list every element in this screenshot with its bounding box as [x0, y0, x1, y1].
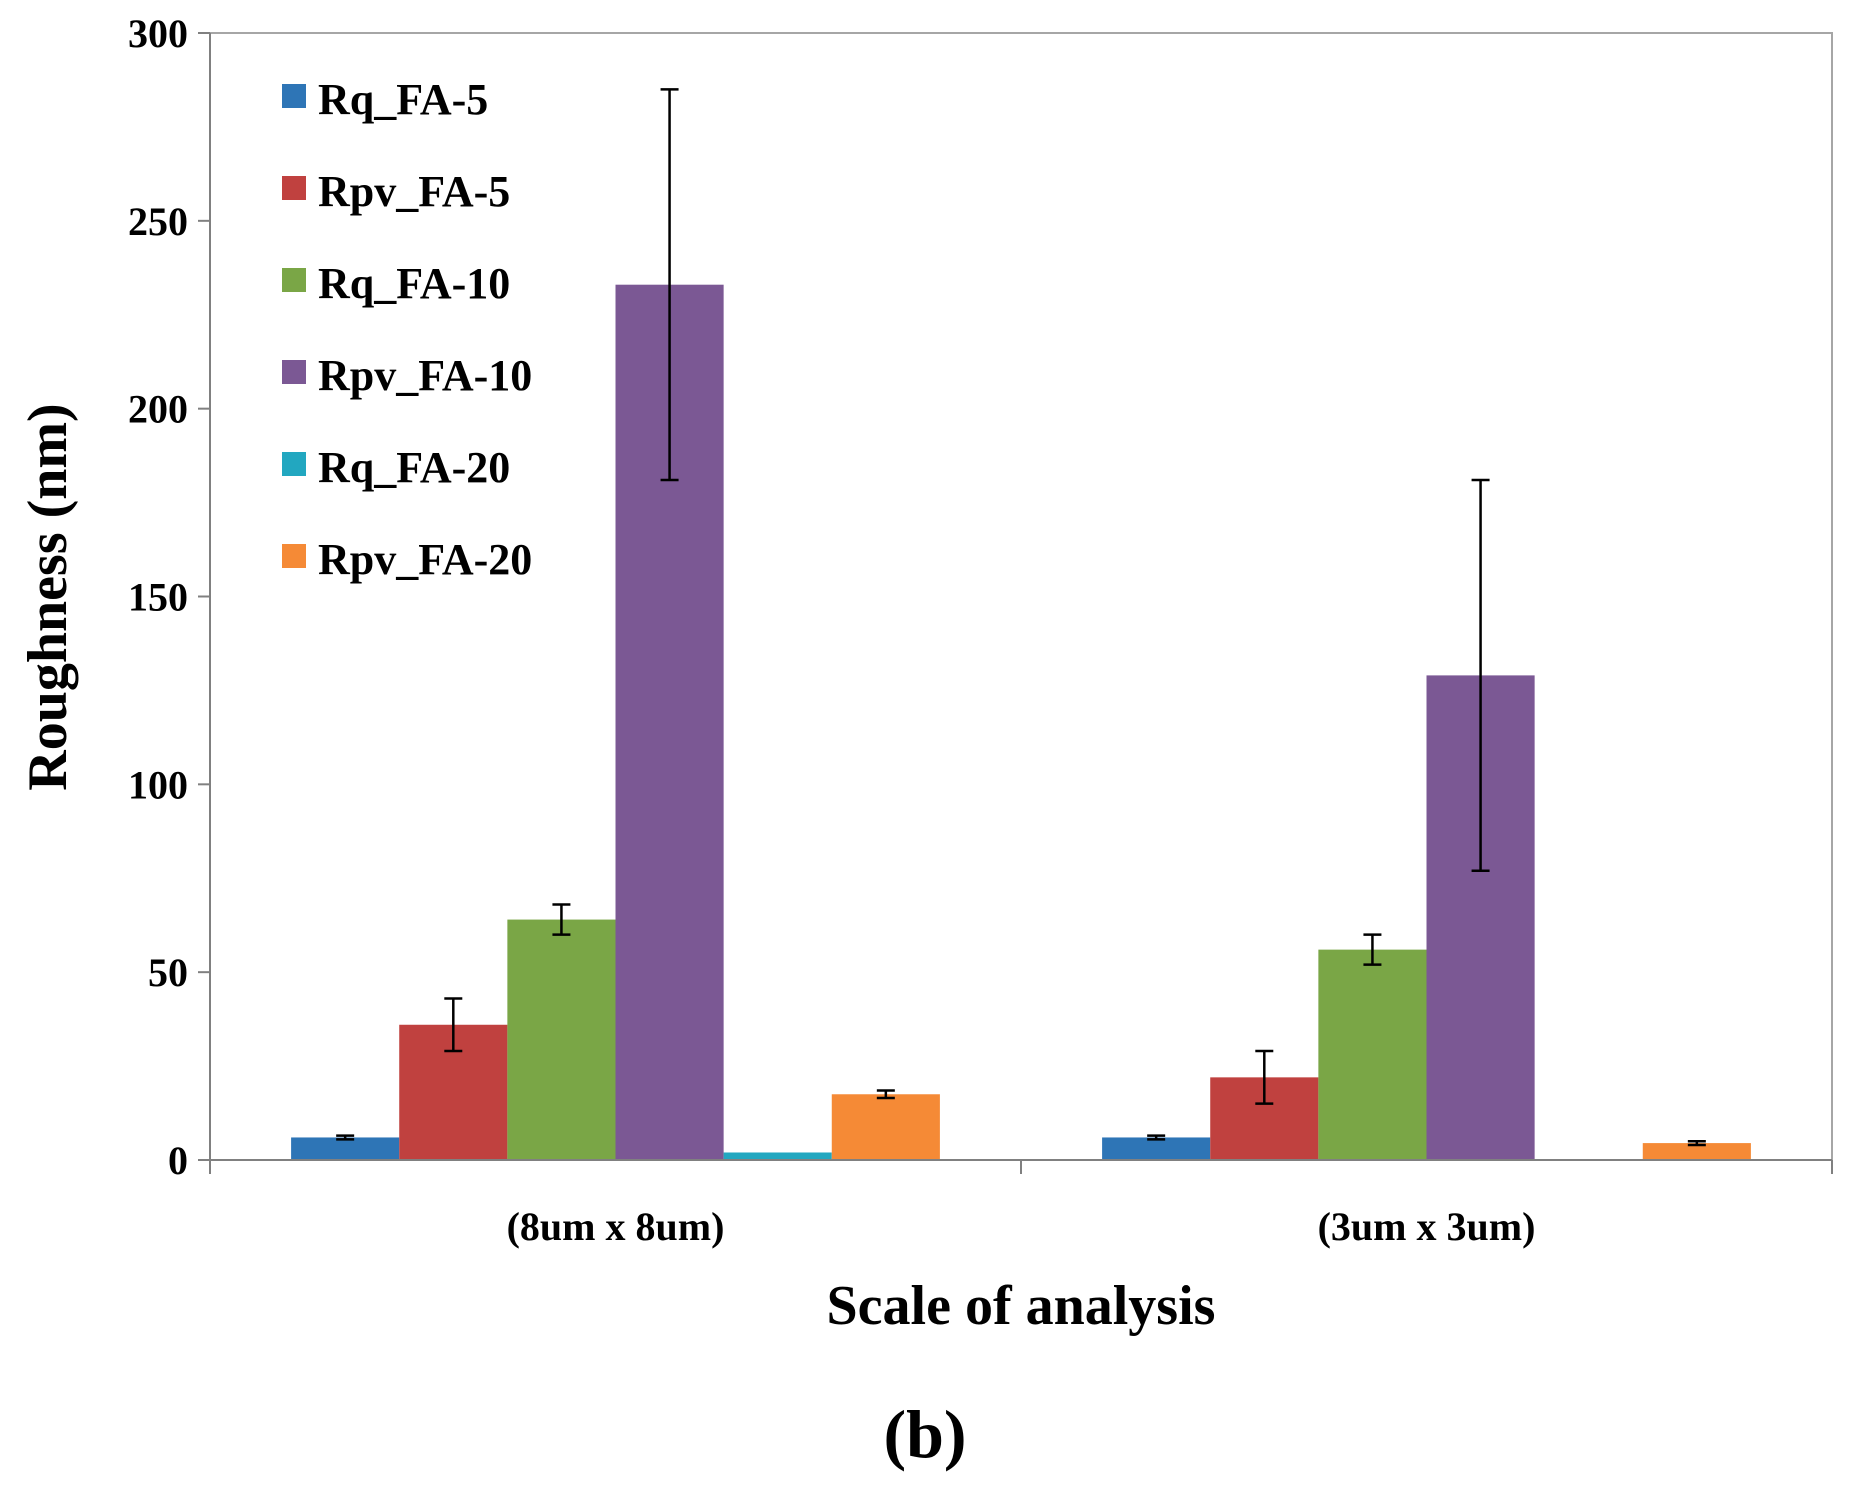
y-tick-label: 0 — [168, 1138, 188, 1183]
x-ticks-layer: (8um x 8um) (3um x 3um) — [209, 1160, 1833, 1249]
bar — [1102, 1137, 1211, 1160]
legend-label: Rpv_FA-20 — [318, 535, 532, 584]
y-tick-label: 50 — [148, 950, 188, 995]
plot-area — [209, 32, 1833, 1161]
legend-swatch — [282, 268, 306, 292]
legend: Rq_FA-5 Rpv_FA-5 Rq_FA-10 Rpv_FA-10 Rq_FA-20… — [282, 75, 532, 584]
y-tick-label: 150 — [128, 575, 188, 620]
figure-caption: (b) — [883, 1396, 967, 1472]
legend-swatch — [282, 452, 306, 476]
bar — [831, 1094, 940, 1160]
legend-swatch — [282, 360, 306, 384]
bar — [291, 1137, 400, 1160]
bar — [1642, 1143, 1751, 1160]
legend-swatch — [282, 84, 306, 108]
bars-layer — [291, 284, 1751, 1160]
legend-label: Rq_FA-20 — [318, 443, 510, 492]
y-tick-label: 100 — [128, 762, 188, 807]
bar — [723, 1152, 832, 1160]
y-axis-label: Roughness (nm) — [17, 403, 79, 790]
y-ticks-layer: 0 50 100 150 200 250 300 — [128, 11, 210, 1183]
bar — [507, 919, 616, 1160]
legend-label: Rpv_FA-5 — [318, 167, 510, 216]
error-bars-layer — [336, 88, 1706, 1147]
legend-swatch — [282, 544, 306, 568]
x-tick-label: (3um x 3um) — [1318, 1204, 1536, 1249]
y-tick-label: 200 — [128, 387, 188, 432]
y-tick-label: 250 — [128, 199, 188, 244]
legend-label: Rq_FA-5 — [318, 75, 488, 124]
legend-label: Rq_FA-10 — [318, 259, 510, 308]
x-tick-label: (8um x 8um) — [507, 1204, 725, 1249]
y-tick-label: 300 — [128, 11, 188, 56]
legend-label: Rpv_FA-10 — [318, 351, 532, 400]
bar — [1318, 949, 1427, 1160]
legend-swatch — [282, 176, 306, 200]
x-axis-label: Scale of analysis — [827, 1275, 1216, 1337]
